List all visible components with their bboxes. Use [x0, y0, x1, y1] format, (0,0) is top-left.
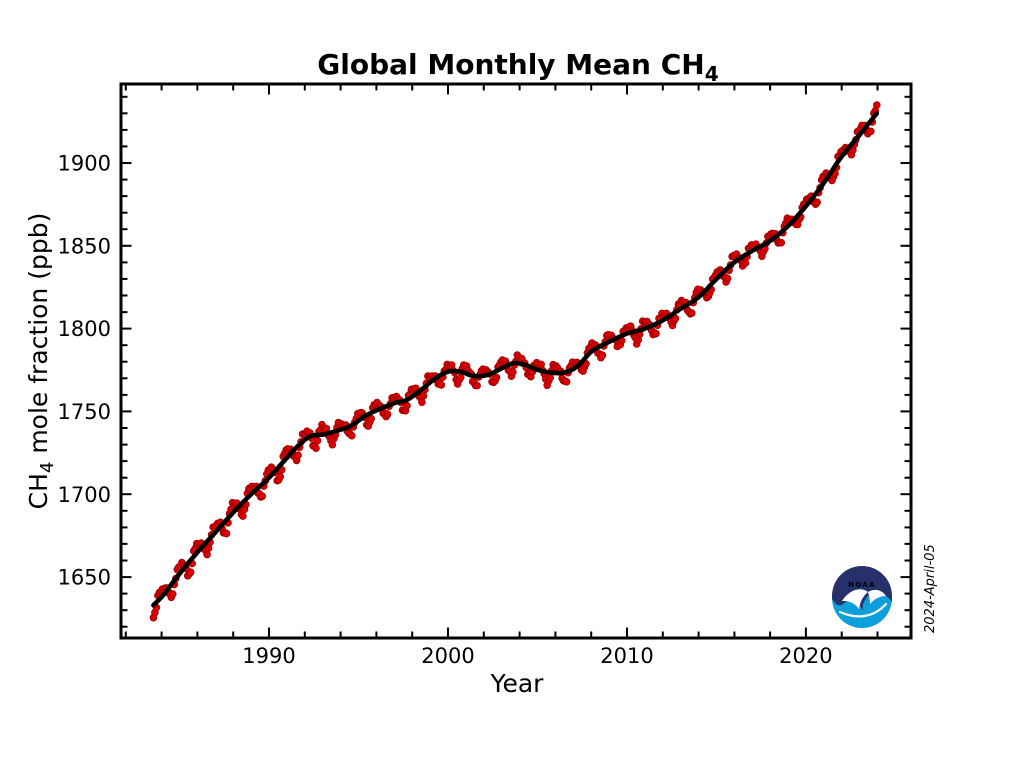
data-point	[866, 127, 875, 136]
y-axis-label: CH4 mole fraction (ppb)	[24, 213, 58, 510]
data-point	[509, 368, 517, 377]
data-point	[203, 550, 211, 559]
data-point	[258, 492, 267, 501]
data-point	[777, 238, 786, 247]
trend-line	[151, 111, 880, 608]
x-tick-label: 2020	[779, 644, 832, 668]
data-point	[294, 451, 302, 460]
y-tick-label: 1750	[58, 400, 111, 424]
data-point	[169, 590, 177, 598]
data-point	[546, 373, 554, 382]
data-point	[671, 314, 680, 323]
data-point	[312, 444, 320, 453]
x-axis-label: Year	[490, 669, 545, 698]
data-point	[437, 381, 446, 389]
noaa-logo-text: NOAA	[848, 581, 876, 589]
data-point	[403, 401, 411, 410]
data-point	[562, 377, 571, 386]
data-point	[872, 101, 881, 109]
x-tick-label: 1990	[242, 644, 295, 668]
plot-border	[119, 82, 913, 640]
data-point	[222, 529, 231, 538]
data-point	[537, 360, 545, 369]
y-tick-label: 1650	[58, 566, 111, 590]
y-tick-label: 1850	[58, 234, 111, 258]
data-point	[687, 309, 696, 317]
data-point	[598, 351, 607, 360]
chart-title: Global Monthly Mean CH4	[317, 48, 719, 86]
tick-labels: 1990 2000 2010 2020 1650 1700 1750 1800 1850 1900	[58, 152, 833, 668]
data-point	[652, 329, 660, 338]
data-point	[813, 198, 821, 207]
data-point	[419, 392, 428, 400]
data-point	[741, 259, 750, 267]
data-point	[186, 568, 195, 576]
y-tick-label: 1800	[58, 317, 111, 341]
data-point	[723, 274, 732, 283]
data-point	[322, 424, 331, 433]
plot-date-watermark: 2024-April-05	[923, 544, 938, 633]
plot-area: 1990 2000 2010 2020 1650 1700 1750 1800 1850 1900	[58, 82, 913, 668]
data-point	[239, 512, 247, 520]
noaa-logo-icon: NOAA	[832, 566, 892, 628]
noaa-logo-swoosh	[838, 602, 888, 618]
data-point	[347, 431, 356, 440]
x-tick-label: 2010	[600, 644, 653, 668]
x-tick-label: 2000	[421, 644, 474, 668]
data-point	[456, 373, 465, 382]
data-point	[473, 381, 481, 390]
noaa-logo-gull	[842, 589, 886, 609]
data-point	[383, 410, 392, 419]
y-tick-label: 1700	[58, 483, 111, 507]
data-point	[418, 398, 426, 407]
data-point	[276, 472, 285, 481]
data-point	[313, 436, 322, 445]
y-tick-label: 1900	[58, 152, 111, 176]
data-point	[492, 373, 501, 382]
axis-ticks	[122, 85, 910, 637]
